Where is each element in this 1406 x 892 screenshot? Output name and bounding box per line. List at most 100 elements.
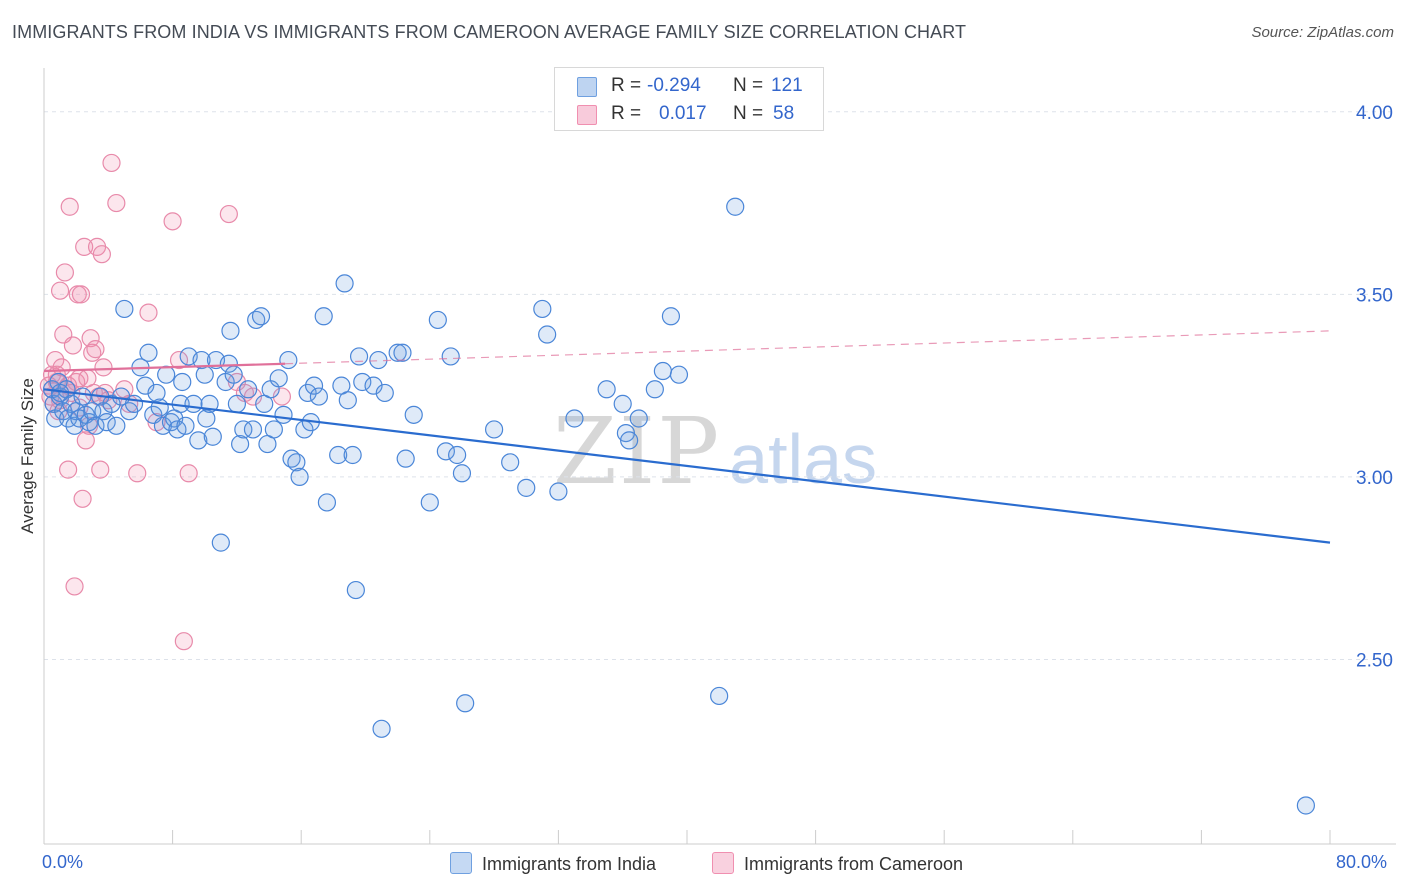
legend-r-value: -0.294: [647, 75, 701, 96]
india-point: [298, 383, 317, 403]
india-point: [309, 387, 328, 406]
correlation-legend: R = -0.294 N = 121 R = 0.017 N = 58: [554, 67, 824, 131]
legend-row-cameroon: R = 0.017 N = 58: [555, 100, 823, 128]
india-point: [335, 274, 354, 293]
india-point: [173, 372, 192, 392]
cameroon-point: [219, 204, 238, 224]
india-point: [221, 321, 240, 340]
india-point: [620, 431, 639, 450]
india-point: [192, 350, 211, 370]
india-point: [86, 416, 105, 435]
india-point: [44, 394, 63, 413]
india-point: [139, 343, 158, 362]
india-point: [274, 405, 293, 424]
india-point: [396, 449, 415, 468]
india-point: [338, 391, 357, 410]
india-trend-line: [43, 388, 1331, 544]
cameroon-point: [86, 340, 105, 359]
india-point: [189, 431, 208, 450]
legend-r-label: R =: [611, 75, 642, 96]
india-point: [349, 347, 369, 366]
cameroon-point: [139, 303, 158, 322]
cameroon-point: [50, 281, 70, 300]
cameroon-trend-line: [43, 362, 286, 373]
india-point: [329, 445, 348, 465]
india-point: [290, 467, 309, 487]
cameroon-point: [272, 387, 292, 406]
x-min-label: 0.0%: [42, 852, 84, 872]
cameroon-point: [46, 350, 65, 370]
bottom-legend-india: Immigrants from India: [450, 852, 656, 875]
india-point: [346, 580, 365, 600]
india-point: [629, 409, 648, 428]
india-point: [279, 350, 298, 370]
india-point: [436, 442, 455, 461]
india-point: [353, 372, 372, 392]
india-point: [645, 380, 664, 399]
india-point: [710, 686, 729, 706]
india-point: [219, 354, 238, 373]
y-tick-label: 4.00: [1356, 103, 1393, 124]
india-point: [343, 445, 362, 465]
india-point: [239, 380, 258, 399]
india-point: [549, 482, 568, 501]
cameroon-point: [63, 336, 83, 355]
cameroon-point: [73, 489, 92, 508]
india-point: [456, 694, 475, 713]
india-point: [176, 416, 195, 435]
india-point: [251, 307, 271, 326]
cameroon-point: [71, 285, 91, 304]
india-point: [317, 493, 337, 512]
india-point: [231, 434, 250, 454]
cameroon-point: [174, 632, 193, 651]
cameroon-point: [59, 460, 78, 479]
bottom-legend-label-cameroon: Immigrants from Cameroon: [744, 854, 964, 874]
india-point: [102, 394, 121, 413]
x-max-label: 80.0%: [1336, 852, 1388, 872]
india-point: [538, 325, 557, 344]
india-point: [304, 376, 324, 395]
india-point: [393, 343, 412, 362]
cameroon-point: [92, 245, 111, 264]
india-point: [448, 445, 467, 465]
india-point: [533, 299, 552, 319]
legend-n-label: N =: [733, 103, 764, 124]
legend-swatch-india: [577, 77, 597, 97]
india-point: [107, 416, 126, 435]
india-point: [224, 365, 243, 384]
cameroon-point: [91, 460, 110, 479]
legend-r-value: 0.017: [659, 103, 707, 124]
india-points: [42, 197, 1315, 815]
chart-title: IMMIGRANTS FROM INDIA VS IMMIGRANTS FROM…: [12, 22, 967, 42]
india-point: [364, 376, 383, 395]
cameroon-point: [76, 431, 95, 450]
india-point: [613, 394, 632, 413]
cameroon-point: [169, 350, 189, 370]
india-point: [501, 453, 520, 472]
legend-n-label: N =: [733, 75, 764, 96]
india-point: [264, 420, 283, 439]
india-point: [184, 394, 203, 413]
india-point: [195, 365, 214, 384]
india-point: [136, 376, 155, 395]
y-tick-label: 2.50: [1356, 650, 1393, 671]
india-point: [669, 365, 689, 384]
cameroon-point: [107, 193, 126, 213]
india-point: [197, 409, 216, 428]
india-point: [203, 427, 222, 446]
cameroon-point: [55, 263, 74, 282]
india-point: [1296, 796, 1315, 815]
india-point: [115, 299, 134, 319]
bottom-legend-swatch-india: [450, 852, 472, 874]
cameroon-point: [163, 212, 182, 231]
india-point: [517, 478, 536, 497]
india-point: [372, 719, 391, 738]
cameroon-point: [179, 464, 198, 483]
legend-row-india: R = -0.294 N = 121: [555, 72, 823, 100]
india-point: [452, 464, 472, 483]
y-tick-labels: 2.50 3.00 3.50 4.00: [1356, 103, 1393, 672]
bottom-legend-cameroon: Immigrants from Cameroon: [712, 852, 963, 875]
india-point: [227, 394, 246, 413]
watermark: ZIP atlas: [553, 398, 877, 505]
india-point: [73, 387, 92, 406]
